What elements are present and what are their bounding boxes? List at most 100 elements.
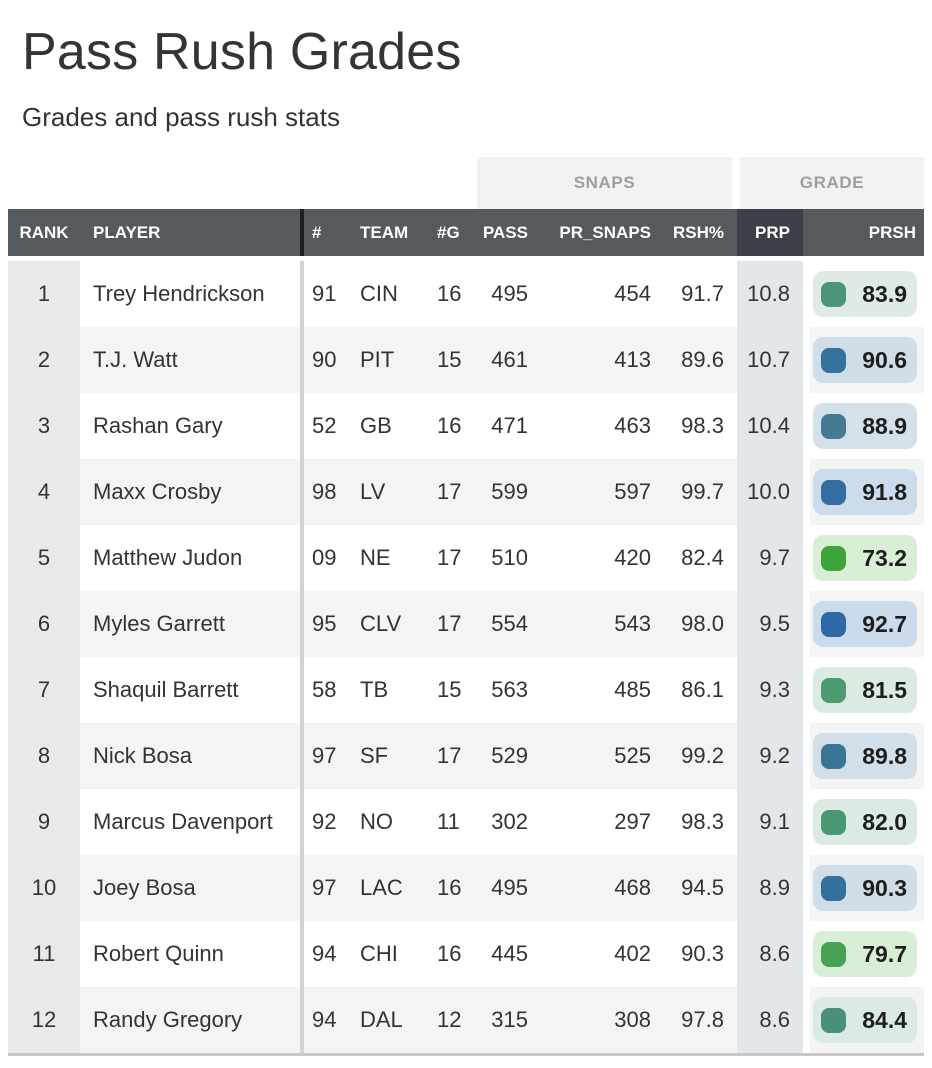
player-name-link[interactable]: T.J. Watt — [93, 347, 178, 372]
player-name-link[interactable]: Joey Bosa — [93, 875, 196, 900]
rush-pct-cell: 94.5 — [681, 875, 724, 900]
team-cell: NE — [360, 545, 391, 570]
player-name-link[interactable]: Rashan Gary — [93, 413, 223, 438]
jersey-number-cell: 91 — [312, 281, 337, 306]
row-gap — [730, 327, 737, 393]
pass-snaps-cell: 495 — [491, 875, 528, 900]
player-name-link[interactable]: Maxx Crosby — [93, 479, 222, 504]
games-cell: 15 — [437, 347, 462, 372]
jersey-number-cell: 98 — [312, 479, 337, 504]
group-header-snaps: SNAPS — [477, 157, 732, 209]
table-row: 2 T.J. Watt 90 PIT 15 461 413 89.6 10.7 … — [8, 327, 924, 393]
pr-snaps-cell: 597 — [614, 479, 651, 504]
col-header-rsh-pct[interactable]: RSH% — [672, 222, 724, 242]
table-row: 4 Maxx Crosby 98 LV 17 599 597 99.7 10.0… — [8, 459, 924, 525]
col-header-rank[interactable]: RANK — [19, 222, 69, 242]
grade-value: 92.7 — [862, 610, 907, 637]
grade-pill: 84.4 — [813, 997, 917, 1043]
player-name-link[interactable]: Randy Gregory — [93, 1007, 243, 1032]
games-cell: 15 — [437, 677, 462, 702]
pr-snaps-cell: 463 — [614, 413, 651, 438]
row-gap — [803, 789, 810, 855]
player-name-link[interactable]: Myles Garrett — [93, 611, 226, 636]
jersey-number-cell: 52 — [312, 413, 337, 438]
grade-pill: 82.0 — [813, 799, 917, 845]
row-gap — [803, 657, 810, 723]
prp-cell: 10.7 — [737, 327, 803, 393]
col-header-player[interactable]: PLAYER — [93, 222, 161, 242]
prsh-cell: 88.9 — [810, 393, 924, 459]
grade-value: 81.5 — [862, 676, 907, 703]
prp-cell: 9.5 — [737, 591, 803, 657]
team-cell: PIT — [360, 347, 395, 372]
row-gap — [803, 261, 810, 327]
row-gap — [803, 393, 810, 459]
grade-color-swatch — [821, 743, 846, 769]
body-column-divider — [300, 459, 304, 525]
table-header-row: RANK PLAYER # TEAM #G PASS PR_SNAPS RSH%… — [8, 209, 924, 256]
row-gap — [803, 723, 810, 789]
body-column-divider — [300, 591, 304, 657]
grade-pill: 88.9 — [813, 403, 917, 449]
col-header-prsh[interactable]: PRSH — [868, 222, 916, 242]
team-cell: CLV — [360, 611, 402, 636]
col-header-pass[interactable]: PASS — [482, 222, 528, 242]
player-name-link[interactable]: Nick Bosa — [93, 743, 193, 768]
body-column-divider — [300, 723, 304, 789]
grade-pill: 89.8 — [813, 733, 917, 779]
grade-color-swatch — [821, 413, 846, 439]
team-cell: TB — [360, 677, 389, 702]
col-header-games[interactable]: #G — [437, 222, 460, 242]
col-header-prp[interactable]: PRP — [737, 209, 803, 256]
page-title: Pass Rush Grades — [22, 23, 462, 81]
grade-pill: 79.7 — [813, 931, 917, 977]
grade-color-swatch — [821, 611, 846, 637]
rank-cell: 8 — [8, 723, 80, 789]
rank-cell: 11 — [8, 921, 80, 987]
pass-snaps-cell: 445 — [491, 941, 528, 966]
player-name-link[interactable]: Trey Hendrickson — [93, 281, 265, 306]
games-cell: 16 — [437, 941, 462, 966]
rank-cell: 9 — [8, 789, 80, 855]
rush-pct-cell: 98.3 — [681, 413, 724, 438]
rush-pct-cell: 98.0 — [681, 611, 724, 636]
table-row: 12 Randy Gregory 94 DAL 12 315 308 97.8 … — [8, 987, 924, 1053]
body-column-divider — [300, 525, 304, 591]
prp-cell: 10.0 — [737, 459, 803, 525]
player-name-link[interactable]: Marcus Davenport — [93, 809, 273, 834]
jersey-number-cell: 94 — [312, 941, 337, 966]
rush-pct-cell: 97.8 — [681, 1007, 724, 1032]
rush-pct-cell: 90.3 — [681, 941, 724, 966]
header-gap — [803, 209, 810, 256]
table-row: 1 Trey Hendrickson 91 CIN 16 495 454 91.… — [8, 261, 924, 327]
col-header-pr-snaps[interactable]: PR_SNAPS — [559, 222, 651, 242]
pr-snaps-cell: 297 — [614, 809, 651, 834]
team-cell: LV — [360, 479, 386, 504]
grade-value: 79.7 — [862, 940, 907, 967]
player-name-link[interactable]: Robert Quinn — [93, 941, 224, 966]
player-name-link[interactable]: Shaquil Barrett — [93, 677, 239, 702]
pr-snaps-cell: 308 — [614, 1007, 651, 1032]
col-header-jersey[interactable]: # — [312, 222, 322, 242]
rank-cell: 2 — [8, 327, 80, 393]
pr-snaps-cell: 402 — [614, 941, 651, 966]
grade-pill: 73.2 — [813, 535, 917, 581]
player-name-link[interactable]: Matthew Judon — [93, 545, 243, 570]
pass-snaps-cell: 495 — [491, 281, 528, 306]
col-header-team[interactable]: TEAM — [360, 222, 409, 242]
team-cell: GB — [360, 413, 392, 438]
table-row: 9 Marcus Davenport 92 NO 11 302 297 98.3… — [8, 789, 924, 855]
row-gap — [730, 921, 737, 987]
grade-color-swatch — [821, 875, 846, 901]
table-row: 10 Joey Bosa 97 LAC 16 495 468 94.5 8.9 … — [8, 855, 924, 921]
rank-cell: 7 — [8, 657, 80, 723]
pr-snaps-cell: 485 — [614, 677, 651, 702]
group-band-gap — [732, 157, 740, 209]
pass-snaps-cell: 302 — [491, 809, 528, 834]
team-cell: CIN — [360, 281, 398, 306]
grade-value: 83.9 — [862, 280, 907, 307]
grade-color-swatch — [821, 281, 846, 307]
body-column-divider — [300, 789, 304, 855]
row-gap — [730, 525, 737, 591]
pass-snaps-cell: 563 — [491, 677, 528, 702]
